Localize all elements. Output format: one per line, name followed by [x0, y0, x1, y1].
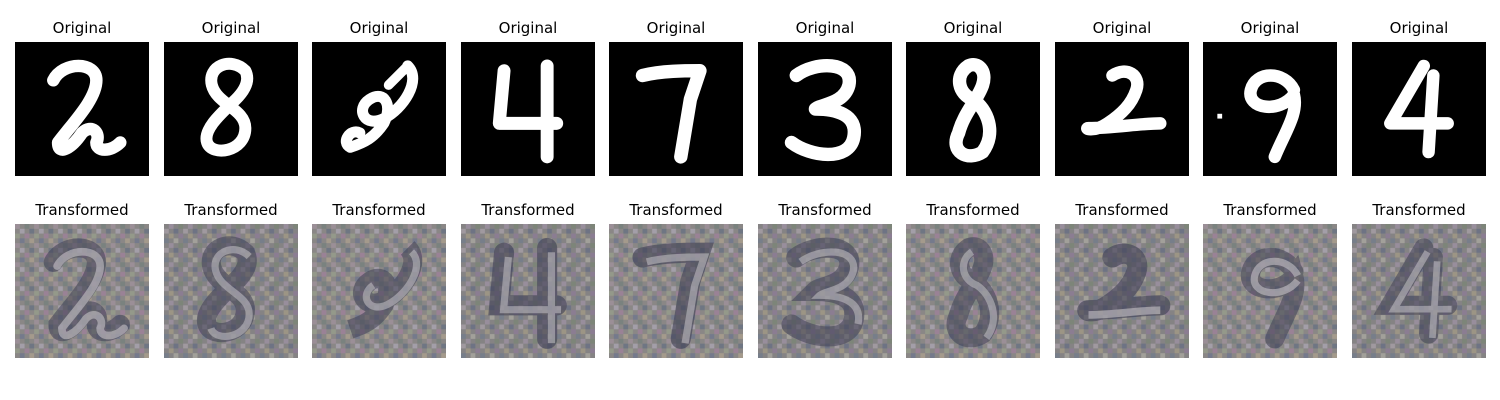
panel-title: Original	[1389, 19, 1449, 37]
digit-image-2	[1055, 42, 1189, 176]
noisy-digit-image-8	[312, 224, 446, 358]
panel-title: Transformed	[481, 201, 575, 219]
noisy-digit-image-2	[1055, 224, 1189, 358]
panel-title: Transformed	[184, 201, 278, 219]
digit-image-9	[1203, 42, 1337, 176]
panel-title: Original	[646, 19, 706, 37]
panel-title: Transformed	[332, 201, 426, 219]
panel-title: Original	[498, 19, 558, 37]
noisy-digit-image-8	[164, 224, 298, 358]
noisy-digit-image-2	[15, 224, 149, 358]
noisy-digit-image-3	[758, 224, 892, 358]
noisy-digit-image-4	[461, 224, 595, 358]
digit-image-4	[461, 42, 595, 176]
panel-title: Transformed	[1075, 201, 1169, 219]
digit-image-8	[906, 42, 1040, 176]
panel-title: Original	[943, 19, 1003, 37]
digit-image-8	[164, 42, 298, 176]
panel-title: Original	[349, 19, 409, 37]
noisy-digit-image-8	[906, 224, 1040, 358]
digit-image-4	[1352, 42, 1486, 176]
panel-title: Transformed	[35, 201, 129, 219]
noisy-digit-image-9	[1203, 224, 1337, 358]
panel-title: Transformed	[1372, 201, 1466, 219]
noisy-digit-image-4	[1352, 224, 1486, 358]
panel-title: Transformed	[926, 201, 1020, 219]
panel-title: Original	[1240, 19, 1300, 37]
panel-title: Transformed	[1223, 201, 1317, 219]
panel-title: Transformed	[778, 201, 872, 219]
digit-image-2	[15, 42, 149, 176]
noisy-digit-image-7	[609, 224, 743, 358]
panel-title: Original	[1092, 19, 1152, 37]
panel-title: Original	[201, 19, 261, 37]
digit-image-8	[312, 42, 446, 176]
digit-image-3	[758, 42, 892, 176]
panel-title: Transformed	[629, 201, 723, 219]
panel-title: Original	[795, 19, 855, 37]
panel-title: Original	[52, 19, 112, 37]
digit-image-7	[609, 42, 743, 176]
